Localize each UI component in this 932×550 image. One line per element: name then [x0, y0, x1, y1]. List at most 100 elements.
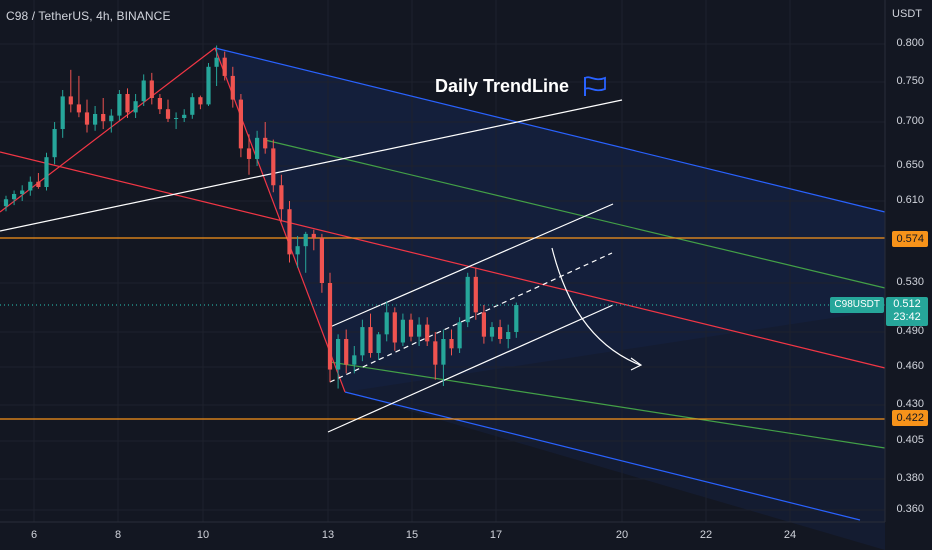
pitchfork-fill-inner	[215, 48, 885, 392]
candle-body	[101, 114, 106, 122]
pitchfork-mid-lower-line	[329, 361, 886, 449]
candle-body	[198, 97, 203, 105]
candle-body	[514, 305, 519, 332]
pitchfork-handle-up	[0, 47, 216, 213]
channel-fills	[215, 48, 885, 550]
price-tick-label: 0.360	[896, 503, 924, 515]
candle-body	[125, 94, 130, 113]
candle-body	[117, 94, 122, 116]
pitchfork-median-line	[0, 151, 886, 369]
time-tick-label: 24	[783, 529, 797, 541]
candle-body	[360, 327, 365, 356]
time-tick-label: 17	[489, 529, 503, 541]
candle-body	[295, 246, 300, 255]
candle-body	[352, 355, 357, 365]
candle-body	[433, 341, 438, 365]
price-tick-label: 0.700	[896, 115, 924, 127]
candle-body	[473, 276, 478, 313]
channel-lower-line	[327, 304, 614, 433]
candle-body	[20, 190, 25, 194]
candle-body	[457, 322, 462, 349]
candle-body	[506, 332, 511, 339]
candle-body	[319, 238, 324, 283]
candle-body	[157, 98, 162, 110]
candle-body	[133, 101, 138, 113]
candle-body	[93, 114, 98, 125]
time-tick-label: 13	[321, 529, 335, 541]
trendline-annotation: Daily TrendLine	[435, 76, 570, 96]
pitchfork-lower-line	[344, 391, 861, 521]
candle-body	[425, 324, 430, 342]
candle-body	[368, 327, 373, 353]
candle-body	[174, 118, 179, 119]
price-tick-label: 0.460	[896, 360, 924, 372]
resistance-price-tag: 0.574	[892, 231, 928, 247]
candle-body	[489, 327, 495, 337]
price-tick-label: 0.405	[896, 434, 924, 446]
last-price-value: 0.512	[893, 298, 921, 310]
candle-body	[222, 57, 227, 76]
bar-countdown: 23:42	[893, 311, 921, 323]
candle-body	[344, 339, 349, 365]
candle-body	[68, 96, 73, 105]
price-tick-label: 0.650	[896, 159, 924, 171]
candle-body	[190, 97, 195, 115]
candle-body	[109, 115, 114, 122]
candle-body	[303, 233, 308, 247]
time-tick-label: 15	[405, 529, 419, 541]
candle-body	[246, 148, 252, 159]
candle-body	[327, 283, 333, 370]
candle-body	[400, 319, 405, 343]
candle-body	[76, 104, 81, 113]
candle-body	[12, 194, 17, 200]
candle-body	[36, 181, 41, 187]
candle-body	[214, 57, 219, 67]
candle-body	[376, 334, 381, 353]
symbol-title: C98 / TetherUS, 4h, BINANCE	[6, 9, 171, 23]
candle-body	[279, 185, 284, 210]
candle-body	[3, 199, 9, 207]
candle-body	[465, 276, 470, 323]
candle-body	[28, 181, 33, 191]
pitchfork-upper-line	[214, 47, 886, 213]
pitchfork-handle-down	[214, 47, 346, 393]
drawings	[0, 47, 886, 521]
price-tick-label: 0.610	[896, 194, 924, 206]
candle-body	[498, 327, 503, 339]
pitchfork-mid-upper-line	[264, 139, 886, 289]
candle-body	[84, 112, 90, 125]
time-tick-label: 22	[699, 529, 713, 541]
price-tick-label: 0.490	[896, 325, 924, 337]
candle-body	[287, 209, 292, 255]
candles	[3, 45, 519, 389]
last-price-tag: 0.512 23:42	[886, 297, 928, 326]
price-tick-label: 0.800	[896, 37, 924, 49]
candle-body	[408, 319, 414, 337]
candle-body	[392, 312, 397, 343]
time-tick-label: 6	[30, 529, 38, 541]
candle-body	[182, 114, 187, 118]
projection-arrow	[551, 247, 641, 366]
price-tick-label: 0.430	[896, 398, 924, 410]
time-tick-label: 20	[615, 529, 629, 541]
pitchfork-fill-upper	[215, 48, 885, 550]
candle-body	[141, 80, 146, 102]
candle-body	[384, 312, 389, 335]
price-axis-unit: USDT	[892, 8, 922, 20]
candle-body	[44, 157, 49, 187]
symbol-price-label: C98USDT	[830, 297, 884, 313]
candle-body	[336, 339, 341, 370]
channel-upper-line	[329, 203, 614, 328]
daily-trendline	[0, 99, 623, 232]
candle-body	[271, 148, 276, 186]
price-tick-label: 0.380	[896, 472, 924, 484]
candle-body	[311, 233, 316, 238]
candle-body	[238, 99, 243, 149]
price-tick-label: 0.530	[896, 276, 924, 288]
support-price-tag: 0.422	[892, 410, 928, 426]
channel-mid-line	[329, 252, 613, 383]
flag-icon	[584, 76, 606, 96]
candle-body	[149, 80, 154, 98]
time-tick-label: 8	[114, 529, 122, 541]
